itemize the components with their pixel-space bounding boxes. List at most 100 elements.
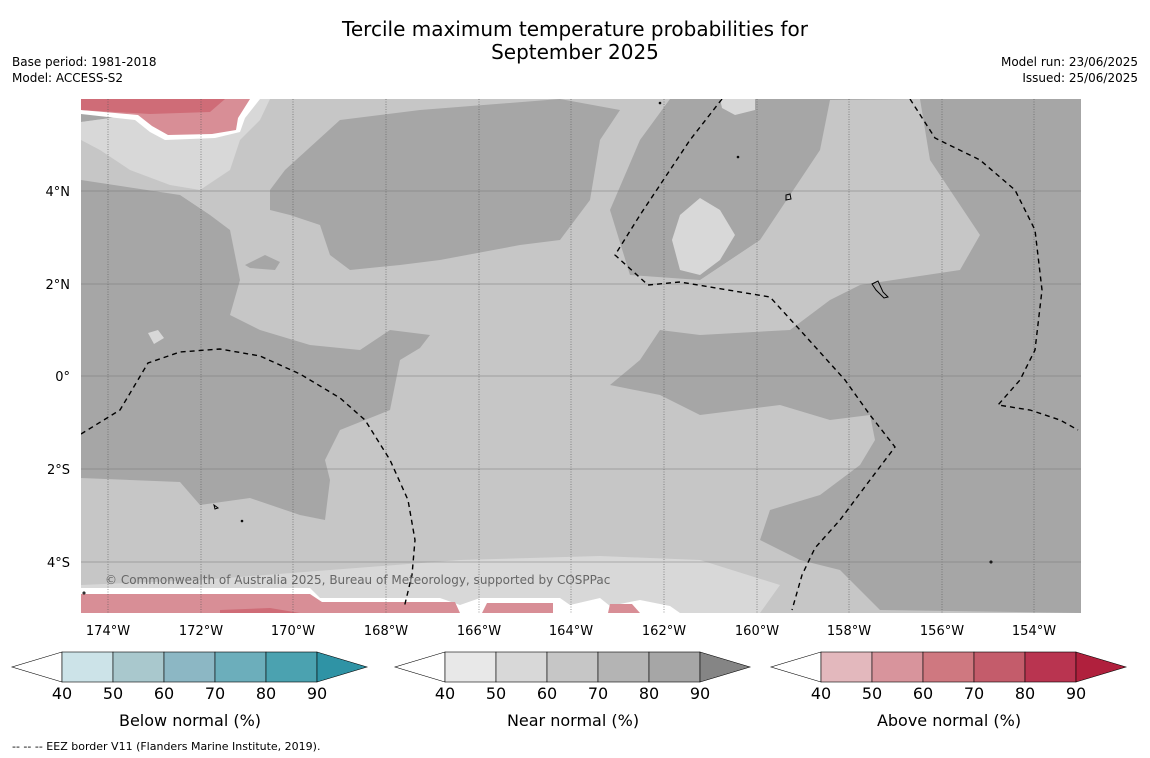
lon-label-172w: 172°W: [179, 624, 223, 639]
island-outline-1: [785, 193, 792, 201]
lon-label-166w: 166°W: [457, 624, 501, 639]
meta-right: Model run: 23/06/2025 Issued: 25/06/2025: [1001, 54, 1138, 86]
colorbar-near-normal-swatch: [546, 651, 599, 683]
lat-label-0: 0°: [55, 370, 70, 385]
lon-label-156w: 156°W: [920, 624, 964, 639]
colorbar-below-normal-swatch: [112, 651, 165, 683]
colorbar-above-normal-tick: 80: [1015, 684, 1035, 703]
island-outline-2: [871, 280, 889, 299]
above-normal-40-50-south-mid: [482, 603, 553, 613]
island-outline-6: [736, 155, 740, 159]
colorbar-below-normal-upper-arrow: [316, 651, 369, 683]
colorbar-above-normal-lower-arrow: [769, 651, 822, 683]
colorbar-below-normal-swatch: [61, 651, 114, 683]
colorbar-near-normal-swatch: [444, 651, 497, 683]
parallel-gridlines: [81, 190, 1081, 563]
colorbar-near-normal-tick: 50: [486, 684, 506, 703]
near-normal-70-80-island: [270, 99, 620, 270]
issued-date: Issued: 25/06/2025: [1022, 71, 1138, 85]
eez-border-lines: [81, 99, 1079, 611]
model-name: Model: ACCESS-S2: [12, 71, 124, 85]
colorbar-near-normal: 40 50 60 70 80 90 Near normal (%): [393, 651, 752, 730]
near-normal-70-80-sliver: [238, 444, 275, 448]
meta-left: Base period: 1981-2018 Model: ACCESS-S2: [12, 54, 157, 86]
colorbar-near-normal-swatch: [648, 651, 701, 683]
colorbar-above-normal-swatch: [871, 651, 924, 683]
colorbar-above-normal-tick: 40: [811, 684, 831, 703]
colorbar-below-normal-tick: 90: [307, 684, 327, 703]
lat-label-4n: 4°N: [46, 185, 71, 200]
above-normal-40-50-south-east: [608, 604, 640, 613]
colorbar-below-normal-tick: 80: [256, 684, 276, 703]
lon-label-174w: 174°W: [86, 624, 130, 639]
above-normal-40-50-south-west: [81, 594, 460, 613]
colorbar-near-normal-lower-arrow: [393, 651, 446, 683]
near-normal-40-50-region-central: [672, 198, 735, 275]
colorbar-above-normal-swatch: [820, 651, 873, 683]
colorbar-below-normal-tick: 70: [205, 684, 225, 703]
colorbar-above-normal-tick: 60: [913, 684, 933, 703]
colorbar-below-normal-swatch: [214, 651, 267, 683]
island-outline-7: [989, 560, 993, 564]
colorbar-near-normal-tick: 60: [537, 684, 557, 703]
colorbar-near-normal-tick: 70: [588, 684, 608, 703]
eez-footnote: -- -- -- EEZ border V11 (Flanders Marine…: [12, 740, 321, 753]
lat-label-4s: 4°S: [47, 556, 70, 571]
colorbar-near-normal-label: Near normal (%): [507, 711, 639, 730]
colorbar-above-normal-tick: 50: [862, 684, 882, 703]
island-outline-5: [658, 101, 662, 105]
chart-title: Tercile maximum temperature probabilitie…: [0, 18, 1150, 64]
colorbar-near-normal-tick: 90: [690, 684, 710, 703]
colorbar-above-normal-tick: 70: [964, 684, 984, 703]
colorbar-below-normal-tick: 60: [154, 684, 174, 703]
eez-border-west: [81, 348, 416, 609]
island-outline-4: [240, 519, 244, 523]
lat-label-2n: 2°N: [46, 278, 71, 293]
colorbar-above-normal-swatch: [973, 651, 1026, 683]
colorbar-below-normal-swatch: [265, 651, 318, 683]
colorbar-below-normal: 40 50 60 70 80 90 Below normal (%): [10, 651, 369, 730]
colorbar-near-normal-upper-arrow: [699, 651, 752, 683]
island-outline-8: [82, 591, 86, 595]
colorbar-above-normal-swatch: [1024, 651, 1077, 683]
above-normal-50-60-north: [81, 99, 225, 114]
longitude-labels: 174°W 172°W 170°W 168°W 166°W 164°W 162°…: [86, 624, 1056, 639]
near-normal-40-50-region-north: [720, 99, 755, 115]
colorbar-below-normal-swatches: 40 50 60 70 80 90: [10, 651, 369, 703]
colorbar-above-normal-label: Above normal (%): [877, 711, 1021, 730]
colorbar-below-normal-tick: 40: [52, 684, 72, 703]
meridian-gridlines: [107, 99, 1035, 613]
lon-label-162w: 162°W: [642, 624, 686, 639]
colorbar-below-normal-lower-arrow: [10, 651, 63, 683]
colorbar-above-normal-tick: 90: [1066, 684, 1086, 703]
lon-label-160w: 160°W: [735, 624, 779, 639]
near-normal-40-50-islet: [148, 330, 164, 344]
eez-border-central: [614, 99, 896, 611]
lon-label-170w: 170°W: [271, 624, 315, 639]
colorbar-near-normal-tick: 80: [639, 684, 659, 703]
colorbar-near-normal-swatch: [495, 651, 548, 683]
near-normal-70-80-islet: [245, 255, 280, 270]
lat-label-2s: 2°S: [47, 463, 70, 478]
colorbar-above-normal-swatches: 40 50 60 70 80 90: [769, 651, 1128, 703]
colorbar-below-normal-label: Below normal (%): [119, 711, 261, 730]
latitude-labels: 4°N 2°N 0° 2°S 4°S: [46, 185, 71, 571]
model-run: Model run: 23/06/2025: [1000, 55, 1138, 69]
island-outlines: [82, 101, 993, 595]
colorbar-below-normal-swatch: [163, 651, 216, 683]
colorbar-above-normal-swatch: [922, 651, 975, 683]
copyright-notice: © Commonwealth of Australia 2025, Bureau…: [105, 573, 610, 587]
colorbar-above-normal: 40 50 60 70 80 90 Above normal (%): [769, 651, 1128, 730]
base-period: Base period: 1981-2018: [12, 55, 157, 69]
colorbar-near-normal-tick: 40: [435, 684, 455, 703]
map-panel: © Commonwealth of Australia 2025, Bureau…: [81, 99, 1081, 613]
colorbar-near-normal-swatches: 40 50 60 70 80 90: [393, 651, 752, 703]
colorbar-near-normal-swatch: [597, 651, 650, 683]
title-line-2: September 2025: [491, 40, 659, 64]
lon-label-158w: 158°W: [827, 624, 871, 639]
island-outline-3: [213, 503, 220, 510]
colorbar-above-normal-upper-arrow: [1075, 651, 1128, 683]
lon-label-154w: 154°W: [1012, 624, 1056, 639]
lon-label-164w: 164°W: [549, 624, 593, 639]
